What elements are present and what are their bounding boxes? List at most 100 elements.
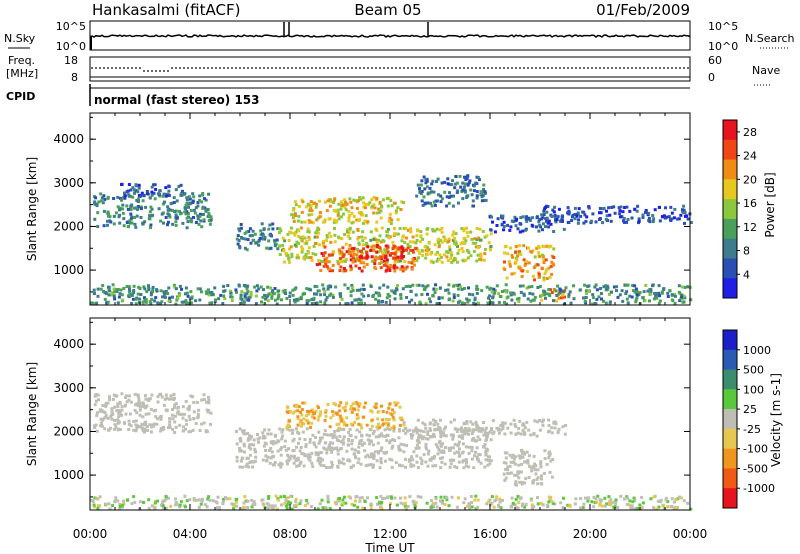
heatmap-cell xyxy=(636,507,640,510)
heatmap-cell xyxy=(346,228,350,231)
heatmap-cell xyxy=(349,466,353,469)
heatmap-cell xyxy=(464,239,468,243)
heatmap-cell xyxy=(327,231,331,235)
y-tick-label: 4000 xyxy=(53,337,84,351)
heatmap-cell xyxy=(325,466,328,469)
heatmap-cell xyxy=(483,190,487,194)
heatmap-cell xyxy=(547,424,551,428)
heatmap-cell xyxy=(187,430,191,434)
heatmap-cell xyxy=(393,496,397,500)
heatmap-cell xyxy=(316,418,320,422)
freq-point xyxy=(519,67,521,69)
heatmap-cell xyxy=(140,191,144,195)
heatmap-cell xyxy=(449,250,453,254)
heatmap-cell xyxy=(411,258,415,261)
colorbar-segment xyxy=(723,448,737,469)
heatmap-cell xyxy=(216,495,220,499)
heatmap-cell xyxy=(637,219,641,223)
heatmap-cell xyxy=(121,298,125,302)
freq-point xyxy=(567,67,569,69)
heatmap-cell xyxy=(114,425,118,429)
heatmap-cell xyxy=(638,291,642,295)
heatmap-cell xyxy=(336,465,340,469)
heatmap-cell xyxy=(527,285,531,289)
freq-point xyxy=(399,67,401,69)
heatmap-cell xyxy=(598,218,601,221)
heatmap-cell xyxy=(113,290,117,294)
heatmap-cell xyxy=(302,256,306,260)
heatmap-cell xyxy=(524,260,528,263)
heatmap-cell xyxy=(536,476,540,480)
heatmap-cell xyxy=(506,252,510,256)
heatmap-cell xyxy=(392,256,396,260)
heatmap-cell xyxy=(514,455,518,459)
heatmap-cell xyxy=(523,460,527,464)
heatmap-cell xyxy=(116,205,120,209)
heatmap-cell xyxy=(205,208,209,212)
heatmap-cell xyxy=(604,301,608,305)
heatmap-cell xyxy=(174,220,178,224)
freq-point xyxy=(439,67,441,69)
heatmap-cell xyxy=(258,436,262,440)
heatmap-cell xyxy=(159,289,163,293)
heatmap-cell xyxy=(386,204,390,208)
heatmap-cell xyxy=(475,194,479,198)
heatmap-cell xyxy=(366,496,369,500)
heatmap-cell xyxy=(657,505,661,509)
heatmap-cell xyxy=(555,294,559,297)
heatmap-cell xyxy=(165,396,169,400)
heatmap-cell xyxy=(539,501,543,505)
freq-point xyxy=(391,67,393,69)
heatmap-cell xyxy=(411,283,415,287)
heatmap-cell xyxy=(109,426,113,430)
heatmap-cell xyxy=(202,398,206,401)
heatmap-cell xyxy=(400,247,404,250)
heatmap-cell xyxy=(340,200,344,204)
heatmap-cell xyxy=(647,216,651,220)
heatmap-cell xyxy=(276,297,280,301)
heatmap-cell xyxy=(130,215,134,219)
freq-point xyxy=(323,67,325,69)
heatmap-cell xyxy=(520,451,524,455)
heatmap-cell xyxy=(294,497,298,501)
heatmap-cell xyxy=(122,217,126,221)
heatmap-cell xyxy=(292,504,296,508)
heatmap-cell xyxy=(325,433,329,437)
heatmap-cell xyxy=(674,497,678,501)
heatmap-cell xyxy=(404,465,407,469)
heatmap-cell xyxy=(160,501,164,505)
heatmap-cell xyxy=(401,269,405,273)
heatmap-cell xyxy=(523,452,527,456)
heatmap-cell xyxy=(510,298,514,302)
heatmap-cell xyxy=(398,405,402,409)
freq-point xyxy=(503,67,505,69)
heatmap-cell xyxy=(350,410,354,414)
heatmap-cell xyxy=(324,408,328,412)
heatmap-cell xyxy=(545,277,549,280)
heatmap-cell xyxy=(538,275,541,279)
heatmap-cell xyxy=(625,290,629,294)
heatmap-cell xyxy=(349,434,353,438)
heatmap-cell xyxy=(423,286,427,290)
heatmap-cell xyxy=(137,397,141,401)
heatmap-cell xyxy=(438,427,442,431)
heatmap-cell xyxy=(185,301,189,305)
heatmap-cell xyxy=(120,413,124,417)
heatmap-cell xyxy=(673,301,677,305)
heatmap-cell xyxy=(317,243,321,247)
heatmap-cell xyxy=(590,219,593,223)
heatmap-cell xyxy=(322,446,326,450)
heatmap-cell xyxy=(307,246,311,250)
heatmap-cell xyxy=(133,191,136,195)
heatmap-cell xyxy=(480,199,484,203)
freq-point xyxy=(659,67,661,69)
heatmap-cell xyxy=(537,220,541,224)
heatmap-cell xyxy=(625,283,629,287)
heatmap-cell xyxy=(104,404,108,408)
colorbar-segment xyxy=(723,120,737,141)
heatmap-cell xyxy=(467,251,471,255)
heatmap-cell xyxy=(246,432,250,435)
heatmap-cell xyxy=(191,201,195,205)
y-tick-label: 3000 xyxy=(53,176,84,190)
heatmap-cell xyxy=(258,237,262,240)
